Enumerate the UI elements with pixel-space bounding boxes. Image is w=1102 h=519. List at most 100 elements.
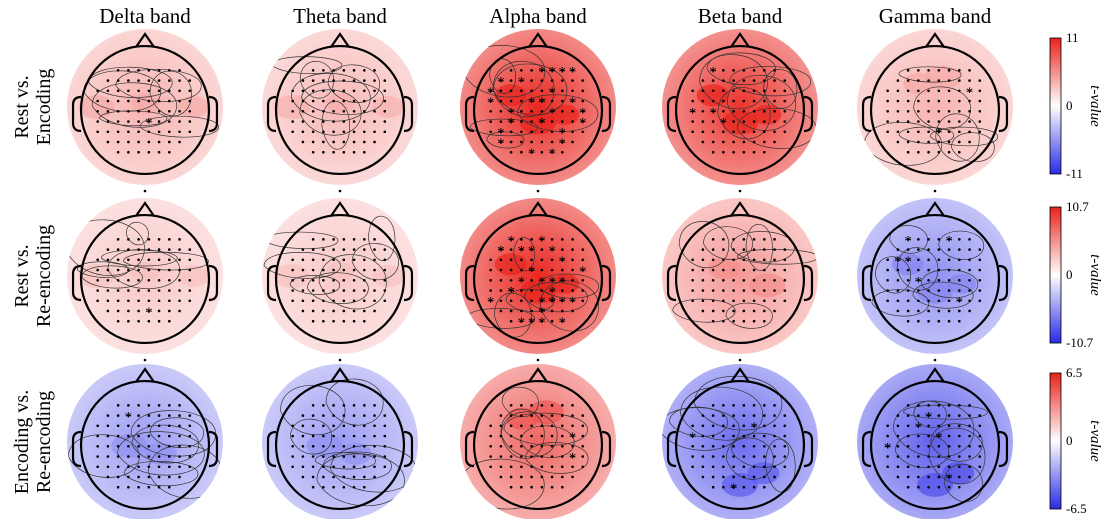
electrode bbox=[550, 455, 554, 458]
electrode bbox=[550, 414, 554, 417]
electrode bbox=[311, 485, 315, 489]
electrode bbox=[157, 299, 161, 303]
electrode bbox=[147, 404, 151, 407]
electrode bbox=[722, 289, 725, 292]
nose bbox=[730, 32, 750, 48]
scalp-map bbox=[857, 198, 1013, 354]
electrode bbox=[178, 455, 181, 458]
electrode bbox=[571, 309, 574, 313]
head-outline bbox=[274, 379, 406, 511]
head-outline bbox=[869, 44, 1001, 176]
electrode bbox=[763, 109, 766, 113]
electrode bbox=[701, 99, 705, 103]
ear bbox=[666, 95, 677, 133]
electrode bbox=[373, 434, 376, 438]
electrode bbox=[509, 299, 513, 303]
electrode bbox=[937, 130, 941, 134]
electrode bbox=[561, 130, 564, 134]
electrode bbox=[342, 130, 346, 134]
electrode bbox=[927, 238, 930, 241]
electrode bbox=[509, 414, 513, 417]
electrode bbox=[363, 455, 366, 458]
electrode bbox=[520, 475, 523, 479]
electrode bbox=[978, 434, 982, 438]
electrode bbox=[147, 434, 151, 438]
electrode bbox=[722, 89, 725, 93]
electrode bbox=[520, 465, 523, 469]
electrode bbox=[127, 434, 130, 438]
electrode bbox=[147, 130, 151, 134]
electrode bbox=[550, 109, 554, 113]
electrode bbox=[540, 109, 544, 113]
electrode bbox=[550, 278, 554, 282]
electrode bbox=[886, 120, 889, 123]
electrode bbox=[978, 268, 982, 272]
electrode bbox=[722, 475, 725, 479]
electrode bbox=[722, 319, 725, 323]
electrode bbox=[947, 289, 951, 292]
electrode bbox=[311, 404, 315, 407]
electrode bbox=[763, 289, 766, 292]
electrode bbox=[947, 99, 951, 103]
electrode bbox=[342, 485, 346, 489]
electrode bbox=[489, 130, 492, 134]
electrode bbox=[978, 465, 982, 469]
electrode bbox=[127, 99, 130, 103]
electrode bbox=[520, 89, 523, 93]
electrode bbox=[732, 444, 735, 448]
significance-marker: * bbox=[559, 295, 567, 311]
electrode bbox=[550, 258, 554, 262]
electrode bbox=[509, 424, 513, 428]
electrode bbox=[530, 79, 533, 82]
electrode bbox=[711, 150, 715, 154]
electrode bbox=[332, 434, 335, 438]
ear bbox=[998, 264, 1009, 302]
electrode bbox=[106, 309, 110, 313]
electrode bbox=[763, 319, 766, 323]
electrode bbox=[137, 258, 140, 262]
electrode bbox=[157, 120, 161, 123]
electrode bbox=[363, 434, 366, 438]
contour-line bbox=[513, 237, 535, 272]
contour-line bbox=[149, 417, 205, 448]
electrode bbox=[773, 475, 776, 479]
electrode bbox=[373, 414, 376, 417]
nose bbox=[135, 367, 155, 383]
electrode bbox=[722, 465, 725, 469]
electrode bbox=[691, 268, 694, 272]
electrode bbox=[561, 404, 564, 407]
electrode bbox=[137, 248, 140, 251]
electrode bbox=[752, 89, 756, 93]
electrode bbox=[530, 150, 533, 154]
contour-line bbox=[928, 427, 986, 485]
electrode bbox=[742, 69, 746, 72]
electrode bbox=[732, 130, 735, 134]
contour-line bbox=[935, 113, 980, 162]
electrode bbox=[509, 89, 513, 93]
electrode bbox=[896, 299, 900, 303]
electrode bbox=[291, 268, 294, 272]
contour-line bbox=[765, 438, 796, 493]
electrode bbox=[701, 434, 705, 438]
significance-marker: * bbox=[528, 315, 536, 331]
electrode bbox=[147, 414, 151, 417]
electrode bbox=[311, 89, 315, 93]
electrode bbox=[178, 434, 181, 438]
activity-blob bbox=[948, 273, 977, 294]
electrode bbox=[509, 485, 513, 489]
electrode bbox=[947, 424, 951, 428]
electrode bbox=[342, 268, 346, 272]
contour-line bbox=[912, 281, 974, 309]
electrode bbox=[311, 444, 315, 448]
electrode bbox=[540, 69, 544, 72]
significance-marker: * bbox=[945, 233, 953, 249]
electrode bbox=[157, 140, 161, 144]
electrode bbox=[363, 475, 366, 479]
activity-blob bbox=[891, 253, 924, 276]
scalp-map bbox=[460, 29, 616, 185]
electrode bbox=[520, 130, 523, 134]
significance-marker: * bbox=[956, 295, 964, 311]
electrode bbox=[322, 268, 325, 272]
electrode bbox=[581, 289, 585, 292]
electrode bbox=[311, 69, 315, 72]
